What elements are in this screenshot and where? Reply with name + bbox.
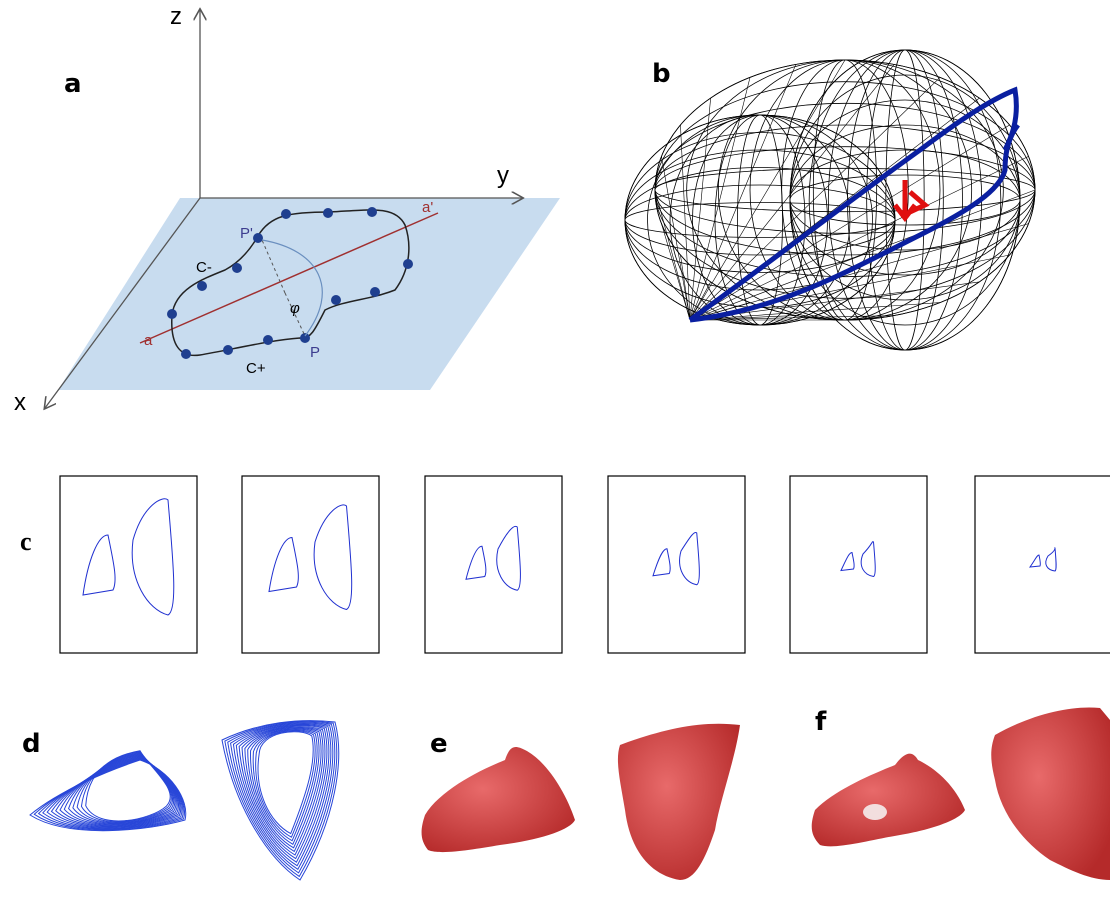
slice-contour <box>841 553 854 571</box>
panel-a: a z y x P' P a a' C- C+ φ <box>14 3 560 416</box>
slice-frame <box>425 476 562 653</box>
plane <box>58 198 560 390</box>
slice-contour <box>861 542 875 577</box>
panel-label: d <box>22 729 41 759</box>
slice-contour <box>83 535 115 595</box>
surface-f1 <box>812 754 965 847</box>
highlight <box>863 804 887 820</box>
slice-contour <box>1046 548 1056 571</box>
contour-layer <box>256 731 315 837</box>
axis-label: z <box>170 3 182 30</box>
panel-label: c <box>20 527 32 556</box>
slice-contour <box>269 538 298 592</box>
slice-contour <box>132 499 174 615</box>
point-label: a' <box>422 199 433 216</box>
slice-frame <box>975 476 1110 653</box>
slice-frame <box>608 476 745 653</box>
panel-f: f <box>812 707 1110 880</box>
angle-label: φ <box>290 300 300 317</box>
contour-label: C+ <box>246 360 266 377</box>
point-label: a <box>144 332 153 349</box>
axis-label: y <box>497 162 509 189</box>
slice-frame <box>242 476 379 653</box>
panel-label: f <box>815 707 827 737</box>
panel-label: e <box>430 729 448 759</box>
surface-e1 <box>422 747 575 852</box>
slice-contour <box>314 505 352 610</box>
surface-e2 <box>618 724 740 880</box>
surface-f2 <box>991 707 1110 880</box>
axis-label: x <box>14 389 26 416</box>
panel-label: b <box>652 59 671 89</box>
mesh-ring <box>655 147 1035 234</box>
contour-layer <box>258 732 313 834</box>
slice-contour <box>497 526 521 590</box>
boundary-curve <box>690 90 1016 320</box>
slice-frame <box>790 476 927 653</box>
mesh-ring <box>625 168 895 273</box>
panel-c: c <box>20 476 1110 653</box>
slice-frame <box>60 476 197 653</box>
panel-e: e <box>422 724 740 880</box>
point-label: P' <box>240 225 253 242</box>
contour-label: C- <box>196 259 212 276</box>
slice-contour <box>653 549 670 576</box>
slice-contour <box>680 532 700 584</box>
point-label: P <box>310 344 320 361</box>
mesh-ring <box>655 82 1035 299</box>
figure: a z y x P' P a a' C- C+ φ b c d e f <box>0 0 1110 897</box>
panel-b: b <box>625 50 1035 350</box>
mesh-ring <box>625 133 895 308</box>
mesh-ring <box>655 103 1035 276</box>
panel-d: d <box>22 721 339 880</box>
slice-contour <box>1030 555 1040 567</box>
panel-label: a <box>64 69 82 99</box>
mesh-ring <box>687 60 1004 320</box>
slice-contour <box>466 546 486 579</box>
